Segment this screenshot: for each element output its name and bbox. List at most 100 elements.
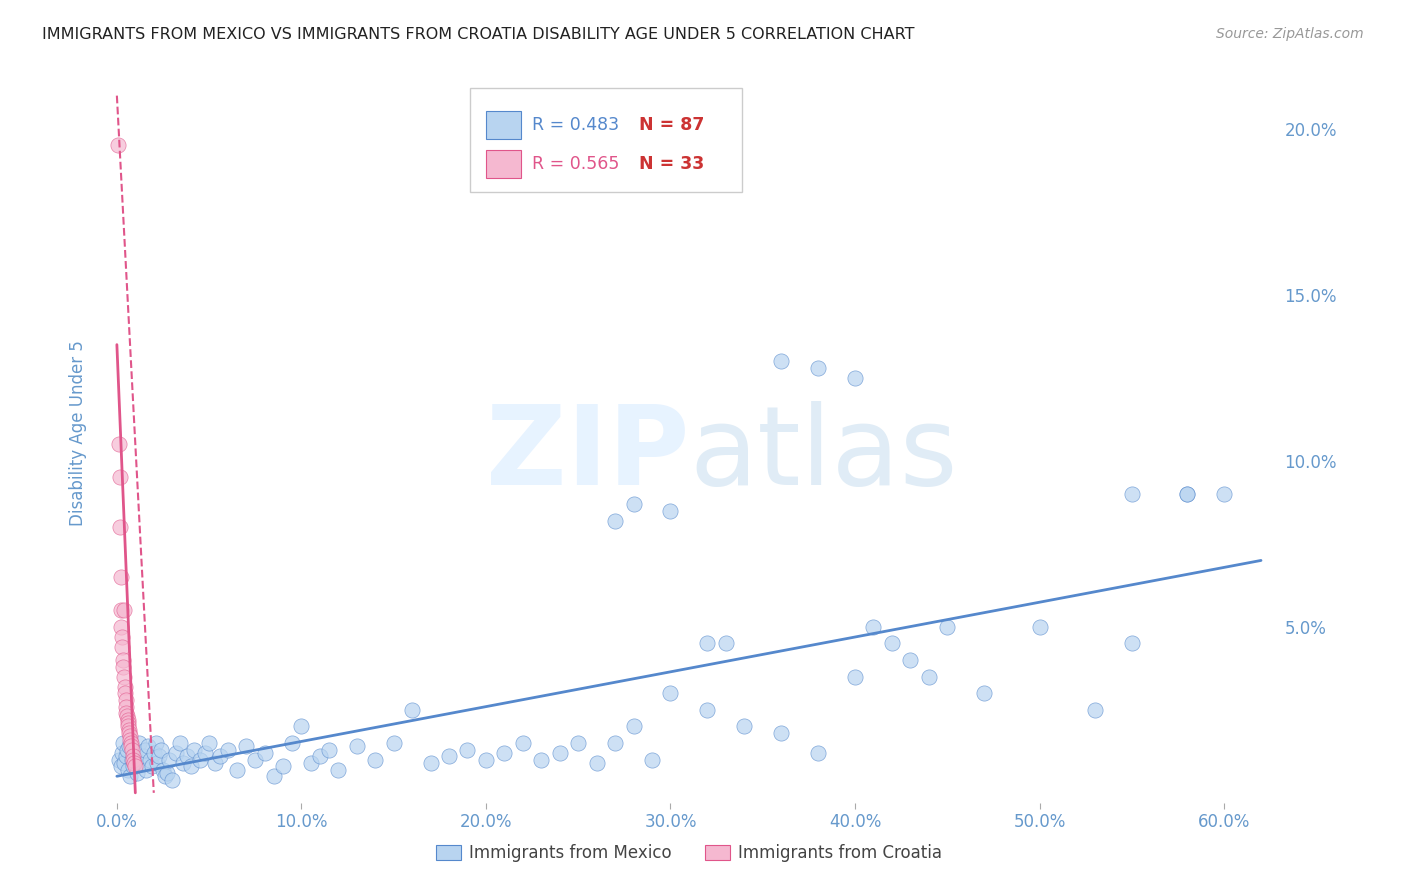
FancyBboxPatch shape xyxy=(471,88,742,192)
Legend: Immigrants from Mexico, Immigrants from Croatia: Immigrants from Mexico, Immigrants from … xyxy=(429,838,949,869)
Immigrants from Mexico xyxy=(696,703,718,717)
Immigrants from Mexico xyxy=(112,736,135,750)
Immigrants from Mexico xyxy=(318,742,340,756)
Point xyxy=(605,514,627,528)
Immigrants from Croatia xyxy=(115,699,138,714)
Immigrants from Mexico xyxy=(494,746,516,760)
Immigrants from Croatia xyxy=(122,753,145,767)
Immigrants from Mexico xyxy=(1084,703,1107,717)
Immigrants from Croatia xyxy=(111,640,134,654)
Immigrants from Mexico xyxy=(145,736,167,750)
Point xyxy=(714,636,737,650)
Immigrants from Mexico xyxy=(1175,487,1198,501)
Immigrants from Mexico xyxy=(198,736,221,750)
Immigrants from Croatia xyxy=(115,709,138,723)
Immigrants from Croatia xyxy=(118,726,141,740)
Immigrants from Mexico xyxy=(152,763,174,777)
Immigrants from Mexico xyxy=(419,756,441,770)
Immigrants from Mexico xyxy=(118,769,141,783)
Immigrants from Mexico xyxy=(263,769,285,783)
Immigrants from Croatia xyxy=(120,732,142,747)
Text: IMMIGRANTS FROM MEXICO VS IMMIGRANTS FROM CROATIA DISABILITY AGE UNDER 5 CORRELA: IMMIGRANTS FROM MEXICO VS IMMIGRANTS FRO… xyxy=(42,27,915,42)
Immigrants from Croatia xyxy=(115,706,138,721)
Immigrants from Croatia xyxy=(117,719,139,733)
FancyBboxPatch shape xyxy=(486,150,522,178)
Immigrants from Mexico xyxy=(127,766,149,780)
Immigrants from Mexico xyxy=(271,759,294,773)
Immigrants from Croatia xyxy=(112,659,135,673)
Immigrants from Mexico xyxy=(150,742,173,756)
Text: atlas: atlas xyxy=(689,401,957,508)
Immigrants from Mexico xyxy=(153,769,176,783)
Immigrants from Mexico xyxy=(1028,620,1050,634)
Immigrants from Croatia xyxy=(110,603,132,617)
Immigrants from Croatia xyxy=(107,138,129,153)
Immigrants from Mexico xyxy=(1213,487,1236,501)
Immigrants from Mexico xyxy=(194,746,217,760)
Text: R = 0.483: R = 0.483 xyxy=(531,116,619,134)
Immigrants from Mexico xyxy=(328,763,350,777)
Immigrants from Mexico xyxy=(585,756,607,770)
Immigrants from Croatia xyxy=(124,756,146,770)
Immigrants from Croatia xyxy=(121,749,143,764)
Immigrants from Mexico xyxy=(128,736,150,750)
Immigrants from Mexico xyxy=(188,753,211,767)
Immigrants from Mexico xyxy=(659,686,682,700)
Immigrants from Mexico xyxy=(204,756,226,770)
Immigrants from Mexico xyxy=(475,753,498,767)
Point xyxy=(623,497,645,511)
Text: Source: ZipAtlas.com: Source: ZipAtlas.com xyxy=(1216,27,1364,41)
Immigrants from Mexico xyxy=(641,753,664,767)
Immigrants from Mexico xyxy=(115,742,138,756)
Immigrants from Mexico xyxy=(111,746,134,760)
Immigrants from Croatia xyxy=(111,630,134,644)
Immigrants from Mexico xyxy=(245,753,267,767)
Immigrants from Mexico xyxy=(733,719,755,733)
Immigrants from Croatia xyxy=(112,670,135,684)
Immigrants from Mexico xyxy=(209,749,232,764)
Y-axis label: Disability Age Under 5: Disability Age Under 5 xyxy=(69,340,87,525)
Immigrants from Mexico xyxy=(290,719,312,733)
Immigrants from Mexico xyxy=(235,739,257,754)
Immigrants from Croatia xyxy=(121,742,143,756)
Immigrants from Croatia xyxy=(112,603,135,617)
Immigrants from Mexico xyxy=(382,736,405,750)
Immigrants from Mexico xyxy=(124,746,146,760)
Point xyxy=(659,503,682,517)
Immigrants from Mexico xyxy=(807,746,830,760)
Immigrants from Mexico xyxy=(309,749,332,764)
Immigrants from Mexico xyxy=(770,726,793,740)
Immigrants from Mexico xyxy=(162,772,183,787)
Immigrants from Croatia xyxy=(114,693,136,707)
Point xyxy=(1121,487,1143,501)
Immigrants from Mexico xyxy=(141,759,163,773)
Immigrants from Mexico xyxy=(180,759,202,773)
Immigrants from Mexico xyxy=(142,746,165,760)
Immigrants from Mexico xyxy=(107,753,129,767)
Immigrants from Croatia xyxy=(117,713,139,727)
Immigrants from Mexico xyxy=(918,670,941,684)
Immigrants from Mexico xyxy=(110,759,132,773)
Immigrants from Mexico xyxy=(115,749,138,764)
Immigrants from Mexico xyxy=(172,756,194,770)
FancyBboxPatch shape xyxy=(486,111,522,138)
Immigrants from Mexico xyxy=(346,739,368,754)
Immigrants from Mexico xyxy=(973,686,995,700)
Immigrants from Mexico xyxy=(146,756,169,770)
Immigrants from Mexico xyxy=(605,736,627,750)
Immigrants from Croatia xyxy=(111,653,134,667)
Immigrants from Mexico xyxy=(183,742,205,756)
Immigrants from Mexico xyxy=(548,746,571,760)
Immigrants from Mexico xyxy=(364,753,387,767)
Immigrants from Mexico xyxy=(936,620,959,634)
Immigrants from Mexico xyxy=(121,753,143,767)
Immigrants from Mexico xyxy=(862,620,884,634)
Immigrants from Mexico xyxy=(530,753,553,767)
Text: R = 0.565: R = 0.565 xyxy=(531,155,619,173)
Immigrants from Croatia xyxy=(120,736,142,750)
Immigrants from Mexico xyxy=(512,736,534,750)
Immigrants from Mexico xyxy=(299,756,322,770)
Immigrants from Mexico xyxy=(134,742,156,756)
Immigrants from Croatia xyxy=(124,759,146,773)
Immigrants from Mexico xyxy=(129,756,152,770)
